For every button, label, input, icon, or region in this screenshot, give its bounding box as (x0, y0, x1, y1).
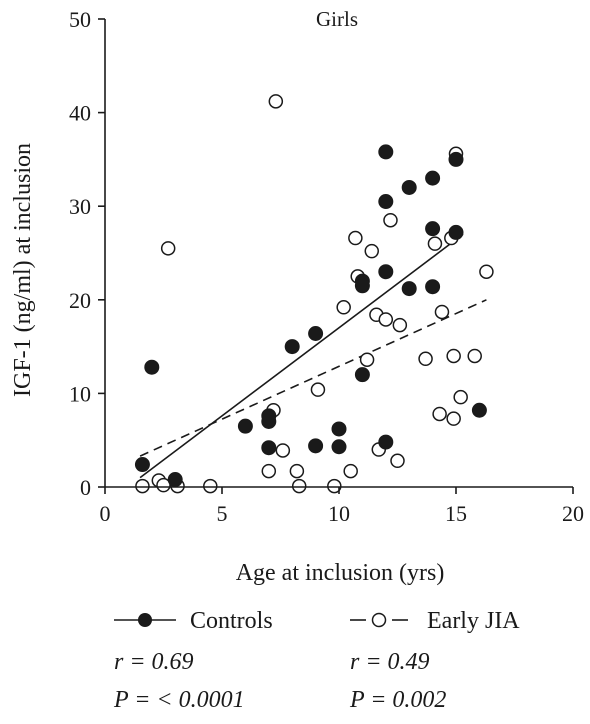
early-jia-point (348, 230, 363, 246)
y-ticks: 0 10 20 30 40 50 (69, 7, 105, 500)
early-jia-point (343, 463, 358, 479)
controls-point (308, 438, 324, 454)
legend-early-jia-marker (371, 612, 387, 628)
controls-point (425, 170, 441, 186)
controls-point (331, 421, 347, 437)
early-jia-point (432, 406, 447, 422)
early-jia-point (434, 304, 450, 320)
x-tick-label: 15 (445, 501, 467, 526)
early-jia-point (160, 241, 176, 256)
early-jia-r-value: r = 0.49 (350, 649, 430, 675)
y-tick-label: 10 (69, 381, 91, 406)
early-jia-p-value: P = 0.002 (349, 687, 446, 713)
early-jia-fit-line (139, 299, 487, 457)
controls-point (378, 194, 394, 210)
plot-area (134, 94, 494, 494)
controls-point (378, 434, 394, 450)
controls-fit-line (139, 233, 464, 479)
controls-point (448, 224, 464, 240)
y-tick-label: 20 (69, 288, 91, 313)
controls-point (425, 221, 441, 237)
y-tick-label: 30 (69, 194, 91, 219)
early-jia-point (479, 264, 494, 279)
early-jia-point (467, 348, 482, 364)
controls-point (261, 408, 277, 424)
legend-item-controls: Controls (114, 608, 273, 634)
controls-point (448, 151, 464, 167)
early-jia-point (378, 312, 394, 327)
early-jia-point (446, 411, 461, 426)
early-jia-point (336, 300, 351, 315)
controls-point (378, 144, 394, 160)
early-jia-point (289, 463, 305, 479)
correlation-stats: r = 0.69 P = < 0.0001 r = 0.49 P = 0.002 (113, 649, 446, 713)
early-jia-point (446, 348, 461, 364)
axes: 0 10 20 30 40 50 0 5 10 15 20 (69, 7, 584, 526)
x-tick-label: 0 (100, 501, 111, 526)
controls-point (261, 440, 277, 456)
legend: Controls Early JIA (114, 608, 520, 634)
early-jia-point (390, 453, 405, 469)
early-jia-point (383, 212, 398, 228)
early-jia-point (310, 382, 326, 397)
early-jia-point (453, 389, 468, 405)
y-tick-label: 50 (69, 7, 91, 32)
early-jia-point (261, 463, 277, 479)
controls-point (167, 472, 183, 488)
x-tick-label: 5 (217, 501, 228, 526)
legend-controls-marker (138, 613, 152, 627)
x-ticks: 0 5 10 15 20 (100, 487, 584, 526)
controls-point (284, 339, 300, 355)
legend-controls-label: Controls (190, 608, 273, 634)
controls-point (401, 281, 417, 297)
controls-point (354, 367, 370, 383)
chart-title: Girls (316, 7, 358, 31)
early-jia-point (291, 478, 307, 494)
controls-point (354, 278, 370, 294)
early-jia-point (275, 443, 291, 458)
early-jia-point (364, 243, 380, 259)
early-jia-point (427, 236, 443, 251)
legend-early-jia-label: Early JIA (427, 608, 520, 634)
early-jia-point (359, 352, 375, 367)
controls-point (134, 457, 150, 473)
controls-point (144, 359, 160, 375)
x-tick-label: 20 (562, 501, 584, 526)
controls-point (237, 418, 253, 434)
y-tick-label: 0 (80, 475, 91, 500)
controls-point (378, 264, 394, 280)
early-jia-point (418, 351, 433, 367)
early-jia-point (268, 94, 284, 109)
early-jia-point (392, 317, 408, 333)
early-jia-point (156, 477, 171, 493)
controls-p-value: P = < 0.0001 (113, 687, 245, 713)
controls-r-value: r = 0.69 (114, 649, 194, 675)
early-jia-point (327, 478, 342, 494)
controls-point (401, 179, 417, 195)
early-jia-point (203, 478, 218, 494)
controls-point (471, 402, 487, 418)
controls-point (331, 439, 347, 455)
x-tick-label: 10 (328, 501, 350, 526)
x-axis-label: Age at inclusion (yrs) (236, 560, 445, 586)
early-jia-point (135, 478, 150, 494)
y-axis-label: IGF-1 (ng/ml) at inclusion (10, 143, 36, 397)
controls-point (308, 325, 324, 341)
y-tick-label: 40 (69, 101, 91, 126)
legend-item-early-jia: Early JIA (350, 608, 520, 634)
controls-point (425, 279, 441, 295)
